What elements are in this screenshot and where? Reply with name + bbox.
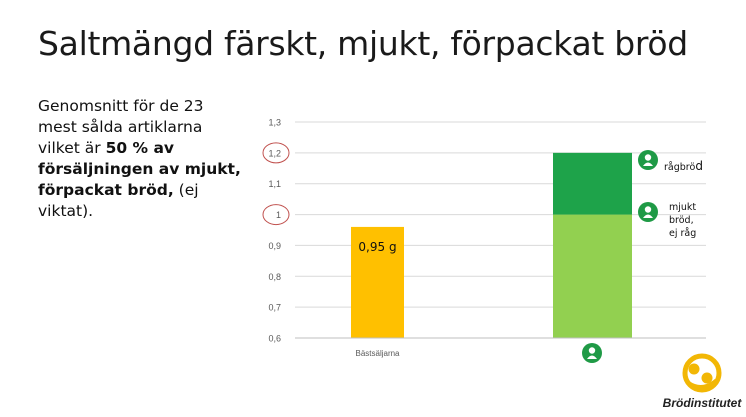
y-tick-label: 0,9 — [268, 241, 281, 251]
annotation-mjukt-brod-line: bröd, — [669, 215, 694, 226]
person-icon-body — [643, 214, 653, 218]
person-icon-head — [588, 347, 596, 354]
slide-description: Genomsnitt för de 23 mest sålda artiklar… — [38, 96, 258, 222]
desc-line-5: förpackat bröd, (ej viktat). — [38, 181, 199, 220]
y-tick-label: 0,8 — [268, 272, 281, 282]
y-tick-label: 1,2 — [268, 148, 281, 158]
logo-text: Brödinstitutet — [662, 396, 742, 410]
desc-line-3: vilket är 50 % av — [38, 139, 175, 157]
bar-bastsaljarna — [351, 226, 404, 338]
tick-highlight-circle — [262, 142, 290, 164]
brodinstitutet-logo: Brödinstitutet — [660, 352, 744, 414]
logo-mark-icon — [682, 353, 722, 393]
person-icon-head — [644, 206, 652, 213]
y-tick-label: 0,7 — [268, 303, 281, 313]
bar-segment-mjukt-brod — [553, 214, 632, 338]
desc-line-2: mest sålda artiklarna — [38, 118, 203, 136]
person-icon-head — [644, 154, 652, 161]
bar-segment-ragbrod — [553, 152, 632, 215]
y-tick-label: 1,1 — [268, 179, 281, 189]
y-tick-label: 1 — [276, 210, 281, 220]
y-tick-label: 1,3 — [268, 118, 281, 128]
y-tick-label: 0,6 — [268, 334, 281, 344]
annotation-ragbrod: rågbröd — [664, 159, 703, 173]
desc-line-4: försäljningen av mjukt, — [38, 160, 241, 178]
slide-title: Saltmängd färskt, mjukt, förpackat bröd — [38, 24, 688, 63]
person-icon-body — [643, 162, 653, 166]
x-tick-label: Bästsäljarna — [355, 349, 400, 358]
desc-line-1: Genomsnitt för de 23 — [38, 97, 204, 115]
annotation-mjukt-brod-line: ej råg — [669, 228, 696, 239]
bar-data-label: 0,95 g — [358, 240, 396, 254]
person-icon-body — [587, 355, 597, 359]
tick-highlight-circle — [262, 204, 290, 226]
annotation-mjukt-brod-line: mjukt — [669, 202, 696, 213]
